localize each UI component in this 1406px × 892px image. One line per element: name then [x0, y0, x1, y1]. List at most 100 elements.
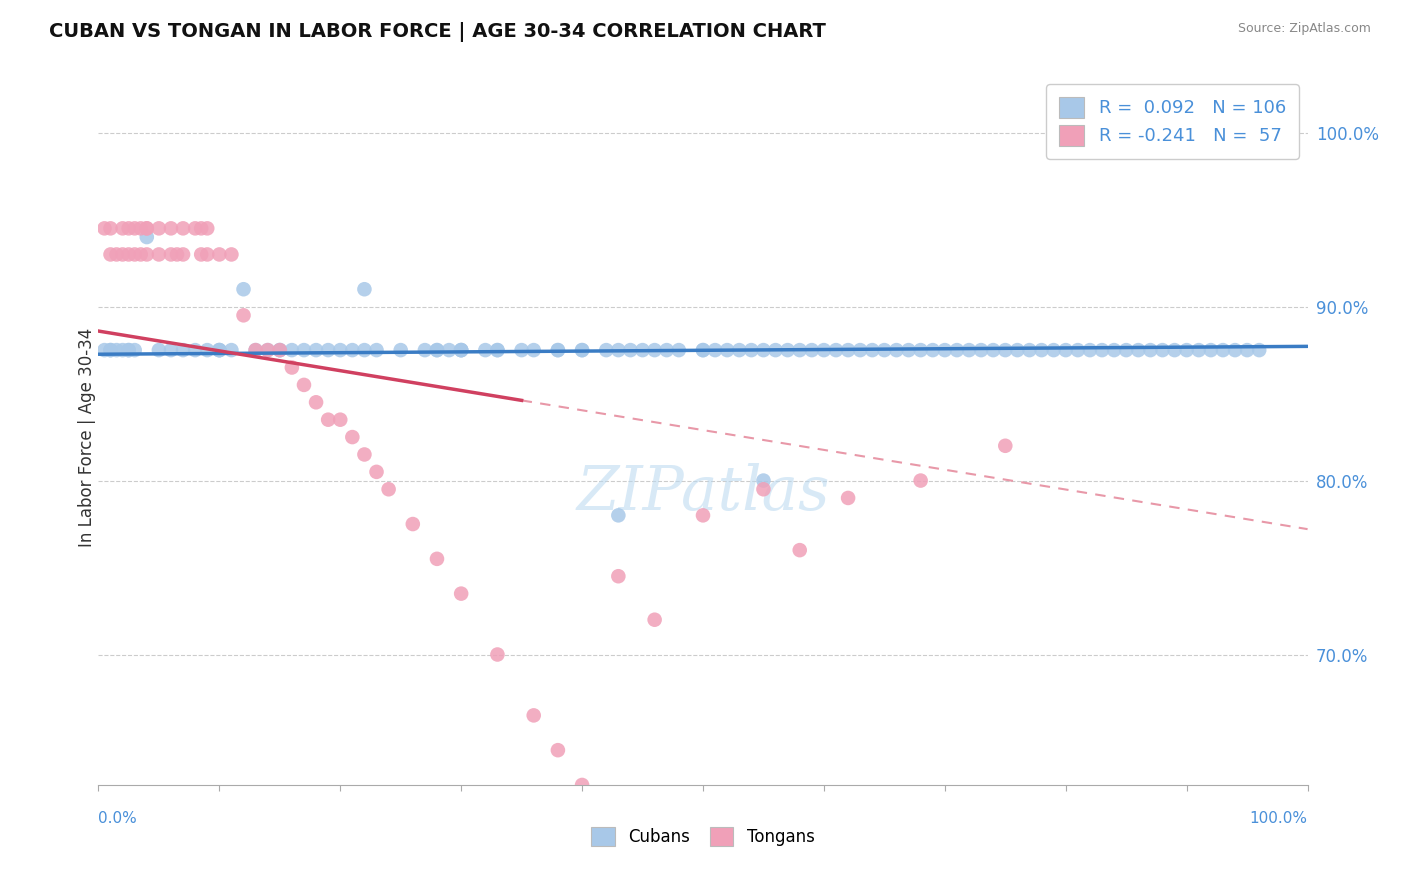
- Point: [849, 343, 872, 357]
- Point: [129, 247, 152, 261]
- Point: [160, 247, 183, 261]
- Point: [93, 343, 115, 357]
- Point: [256, 343, 278, 357]
- Point: [934, 343, 956, 357]
- Point: [118, 343, 141, 357]
- Point: [281, 343, 304, 357]
- Y-axis label: In Labor Force | Age 30-34: In Labor Force | Age 30-34: [79, 327, 96, 547]
- Point: [571, 778, 593, 792]
- Point: [292, 377, 315, 392]
- Point: [1139, 343, 1161, 357]
- Point: [910, 343, 932, 357]
- Point: [135, 247, 157, 261]
- Point: [160, 343, 183, 357]
- Point: [305, 395, 328, 409]
- Text: 100.0%: 100.0%: [1250, 811, 1308, 826]
- Point: [195, 343, 218, 357]
- Point: [752, 474, 775, 488]
- Point: [1199, 343, 1222, 357]
- Point: [208, 343, 231, 357]
- Point: [716, 343, 738, 357]
- Point: [100, 221, 122, 235]
- Point: [886, 343, 908, 357]
- Point: [111, 221, 134, 235]
- Text: Source: ZipAtlas.com: Source: ZipAtlas.com: [1237, 22, 1371, 36]
- Point: [957, 343, 980, 357]
- Point: [1188, 343, 1211, 357]
- Point: [752, 482, 775, 496]
- Point: [118, 221, 141, 235]
- Point: [426, 551, 449, 566]
- Point: [486, 343, 509, 357]
- Point: [837, 491, 859, 505]
- Point: [118, 343, 141, 357]
- Point: [93, 221, 115, 235]
- Point: [547, 743, 569, 757]
- Point: [269, 343, 291, 357]
- Point: [571, 343, 593, 357]
- Point: [232, 282, 254, 296]
- Point: [607, 569, 630, 583]
- Point: [1163, 343, 1185, 357]
- Point: [728, 343, 751, 357]
- Text: ZIPatlas: ZIPatlas: [576, 463, 830, 523]
- Point: [450, 343, 472, 357]
- Point: [571, 343, 593, 357]
- Point: [860, 343, 883, 357]
- Point: [148, 221, 170, 235]
- Point: [124, 221, 146, 235]
- Point: [353, 447, 375, 462]
- Point: [789, 343, 811, 357]
- Point: [269, 343, 291, 357]
- Point: [184, 343, 207, 357]
- Point: [1042, 343, 1064, 357]
- Point: [129, 221, 152, 235]
- Point: [184, 221, 207, 235]
- Point: [1249, 343, 1271, 357]
- Point: [1212, 343, 1234, 357]
- Point: [450, 343, 472, 357]
- Point: [607, 343, 630, 357]
- Point: [245, 343, 267, 357]
- Point: [118, 247, 141, 261]
- Point: [800, 343, 823, 357]
- Point: [208, 247, 231, 261]
- Point: [474, 343, 496, 357]
- Point: [607, 508, 630, 523]
- Point: [655, 343, 678, 357]
- Point: [1223, 343, 1246, 357]
- Point: [195, 247, 218, 261]
- Point: [668, 343, 690, 357]
- Point: [1018, 343, 1040, 357]
- Point: [547, 343, 569, 357]
- Point: [389, 343, 412, 357]
- Point: [190, 247, 212, 261]
- Point: [486, 648, 509, 662]
- Point: [105, 247, 128, 261]
- Point: [910, 474, 932, 488]
- Point: [342, 343, 364, 357]
- Point: [692, 508, 714, 523]
- Point: [135, 221, 157, 235]
- Point: [426, 343, 449, 357]
- Point: [172, 247, 194, 261]
- Point: [195, 221, 218, 235]
- Point: [160, 221, 183, 235]
- Point: [776, 343, 799, 357]
- Point: [148, 247, 170, 261]
- Point: [305, 343, 328, 357]
- Point: [523, 708, 546, 723]
- Point: [124, 247, 146, 261]
- Point: [269, 343, 291, 357]
- Point: [256, 343, 278, 357]
- Point: [353, 343, 375, 357]
- Point: [148, 343, 170, 357]
- Point: [353, 282, 375, 296]
- Point: [1152, 343, 1174, 357]
- Text: CUBAN VS TONGAN IN LABOR FORCE | AGE 30-34 CORRELATION CHART: CUBAN VS TONGAN IN LABOR FORCE | AGE 30-…: [49, 22, 827, 42]
- Point: [1067, 343, 1090, 357]
- Point: [377, 482, 399, 496]
- Point: [329, 412, 352, 426]
- Point: [1078, 343, 1101, 357]
- Point: [523, 343, 546, 357]
